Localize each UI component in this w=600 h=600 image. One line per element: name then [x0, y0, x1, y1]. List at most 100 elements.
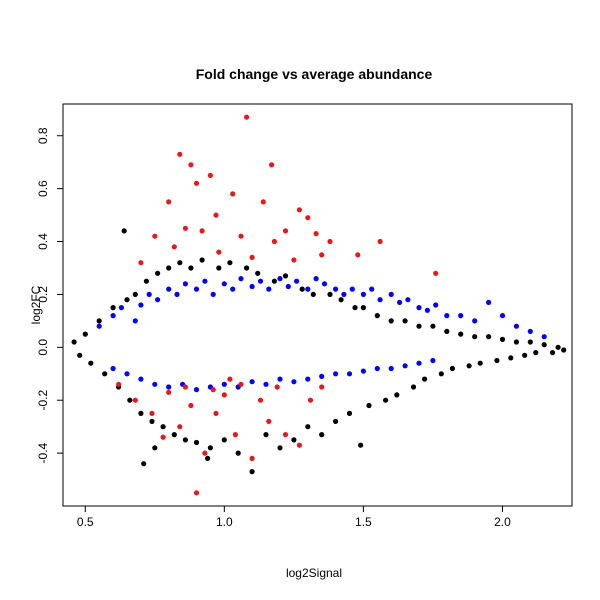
data-point-black-55	[422, 376, 428, 382]
data-point-red-31	[149, 410, 155, 416]
data-point-blue-20	[285, 283, 291, 290]
data-point-red-3	[269, 162, 275, 168]
data-point-black-44	[352, 305, 358, 311]
y-tick-label-4: 0.4	[36, 233, 50, 250]
data-point-blue-63	[360, 368, 366, 374]
data-point-black-27	[235, 450, 241, 456]
data-point-blue-10	[193, 286, 200, 292]
data-point-black-11	[138, 410, 144, 416]
x-axis-label: log2Signal	[286, 566, 342, 580]
data-point-blue-34	[416, 305, 422, 311]
y-tick-label-6: 0.8	[36, 127, 50, 144]
data-point-blue-12	[210, 291, 216, 297]
data-point-black-65	[494, 357, 500, 364]
data-point-blue-51	[193, 387, 200, 393]
data-point-blue-17	[257, 278, 264, 284]
data-point-blue-43	[527, 328, 533, 334]
data-point-black-2	[82, 331, 88, 337]
data-point-black-42	[338, 297, 344, 303]
data-point-black-59	[449, 365, 455, 372]
data-point-black-6	[110, 305, 116, 311]
data-point-black-45	[358, 442, 364, 448]
data-point-blue-65	[388, 365, 394, 372]
data-point-black-14	[155, 270, 161, 276]
data-point-black-76	[141, 461, 147, 467]
data-point-blue-8	[174, 291, 180, 297]
data-point-red-6	[230, 191, 236, 197]
data-point-blue-9	[182, 281, 188, 287]
data-point-red-10	[296, 207, 302, 213]
data-point-blue-35	[424, 307, 430, 313]
data-point-blue-14	[230, 286, 236, 292]
data-point-blue-1	[110, 313, 116, 319]
data-point-red-4	[207, 172, 213, 178]
data-point-black-1	[77, 352, 83, 358]
data-point-red-16	[152, 233, 158, 239]
data-point-red-39	[232, 432, 238, 438]
data-point-blue-18	[266, 286, 272, 292]
data-point-black-4	[96, 318, 102, 324]
data-point-red-2	[188, 162, 194, 168]
data-point-blue-31	[388, 291, 394, 297]
data-point-blue-45	[110, 365, 116, 372]
data-point-blue-19	[277, 276, 283, 282]
data-point-blue-27	[349, 286, 355, 292]
data-point-black-24	[216, 265, 222, 271]
data-point-black-54	[416, 323, 422, 329]
data-point-black-57	[438, 371, 444, 377]
data-point-red-24	[171, 244, 177, 250]
data-point-black-26	[227, 260, 233, 266]
data-point-black-43	[346, 410, 353, 416]
data-point-red-9	[213, 212, 219, 218]
y-tick-label-0: -0.4	[36, 442, 50, 463]
data-point-blue-21	[294, 278, 300, 284]
data-point-blue-56	[263, 381, 269, 387]
data-point-black-32	[271, 278, 277, 284]
data-point-black-78	[152, 445, 158, 451]
data-point-red-7	[166, 199, 172, 205]
data-point-black-73	[549, 350, 556, 356]
data-point-red-1	[177, 151, 183, 157]
data-point-blue-16	[249, 283, 255, 290]
data-point-red-36	[202, 450, 208, 456]
data-point-blue-53	[221, 381, 227, 387]
data-point-blue-55	[249, 379, 255, 385]
data-point-red-42	[257, 397, 264, 403]
data-point-blue-38	[458, 313, 464, 319]
data-point-black-75	[561, 347, 567, 353]
data-point-black-10	[132, 291, 138, 297]
data-point-blue-28	[360, 291, 366, 297]
data-point-black-79	[205, 455, 211, 461]
data-point-black-74	[555, 344, 561, 350]
data-point-red-43	[266, 418, 272, 424]
data-point-red-33	[177, 424, 183, 430]
data-point-red-37	[213, 410, 219, 416]
data-point-black-67	[508, 355, 514, 361]
data-point-black-49	[383, 397, 389, 403]
data-point-blue-64	[374, 365, 380, 372]
data-point-red-21	[377, 238, 383, 245]
data-point-black-50	[388, 318, 394, 324]
data-point-blue-61	[333, 371, 339, 377]
data-point-blue-37	[444, 313, 450, 319]
y-axis-label: log2FC	[29, 285, 43, 324]
data-point-red-51	[210, 387, 216, 393]
chart-title: Fold change vs average abundance	[196, 66, 433, 82]
data-point-blue-24	[321, 281, 328, 287]
data-point-blue-58	[291, 379, 297, 385]
data-point-red-32	[160, 434, 166, 440]
y-tick-label-3: 0.2	[36, 286, 50, 303]
data-point-red-25	[216, 249, 222, 255]
data-point-black-71	[533, 350, 539, 356]
data-point-red-35	[193, 490, 200, 496]
y-tick-label-5: 0.6	[36, 180, 50, 197]
data-point-red-29	[116, 381, 122, 387]
data-point-blue-13	[221, 281, 227, 287]
data-point-blue-40	[486, 299, 492, 305]
data-point-red-34	[188, 402, 194, 409]
data-point-red-49	[166, 389, 172, 395]
data-point-blue-60	[319, 373, 325, 379]
data-point-black-41	[333, 418, 339, 424]
data-point-black-37	[305, 424, 311, 430]
